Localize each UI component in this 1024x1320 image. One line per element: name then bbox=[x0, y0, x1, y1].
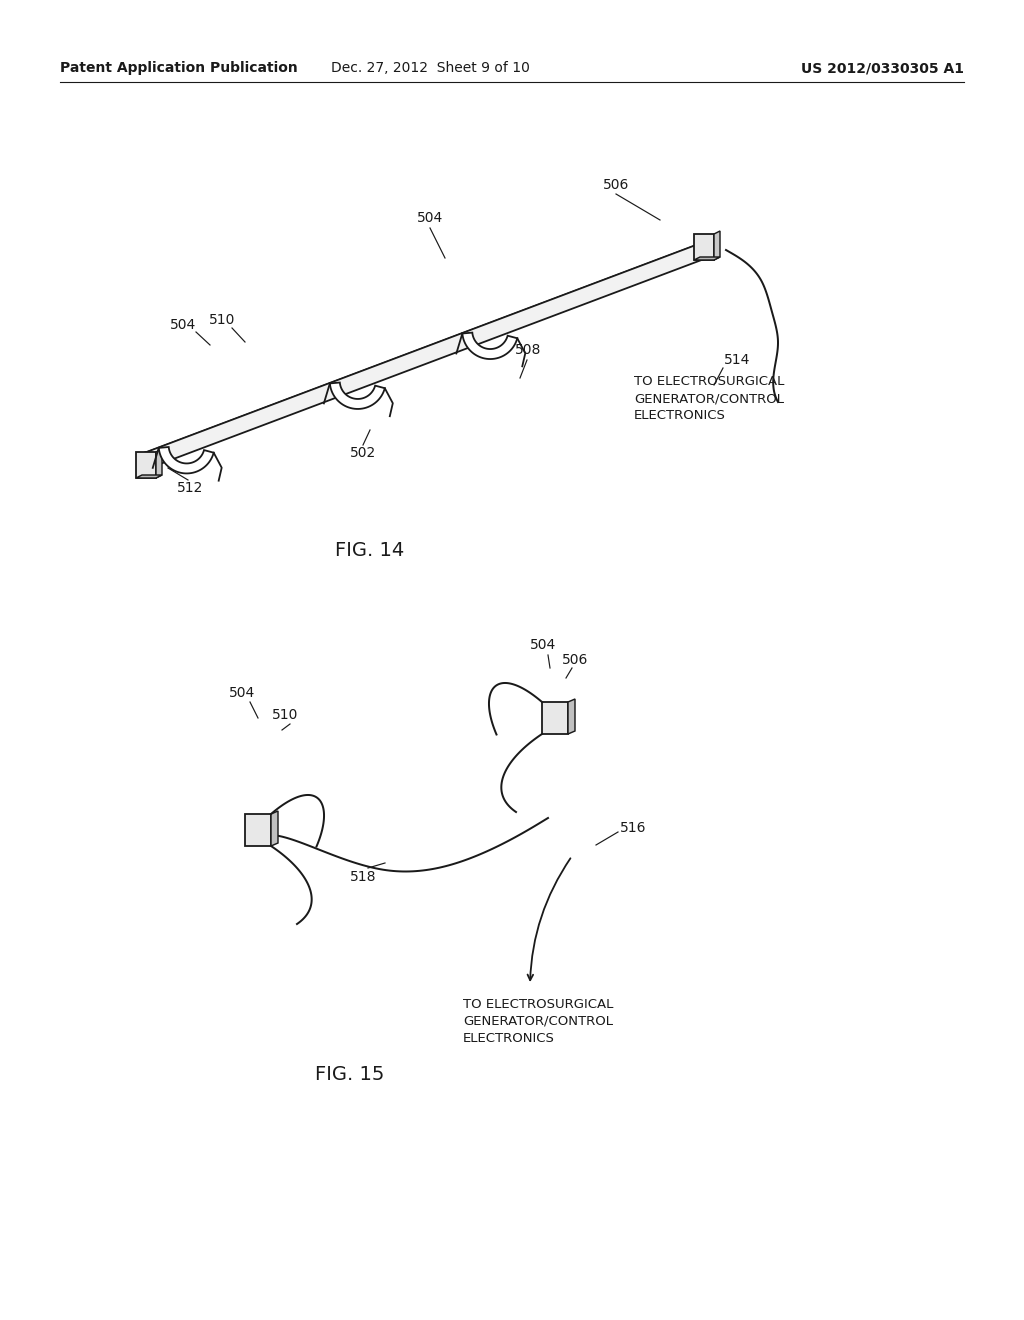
Polygon shape bbox=[694, 257, 720, 260]
Text: 508: 508 bbox=[515, 343, 542, 356]
Polygon shape bbox=[156, 449, 162, 478]
Polygon shape bbox=[136, 451, 156, 478]
Text: 516: 516 bbox=[620, 821, 646, 836]
Polygon shape bbox=[136, 475, 162, 478]
Text: 512: 512 bbox=[177, 480, 203, 495]
Polygon shape bbox=[330, 383, 385, 409]
Text: 504: 504 bbox=[170, 318, 197, 333]
Text: FIG. 14: FIG. 14 bbox=[336, 540, 404, 560]
Text: Dec. 27, 2012  Sheet 9 of 10: Dec. 27, 2012 Sheet 9 of 10 bbox=[331, 61, 529, 75]
Polygon shape bbox=[542, 702, 568, 734]
Polygon shape bbox=[271, 810, 278, 846]
Text: FIG. 15: FIG. 15 bbox=[315, 1065, 385, 1085]
Text: TO ELECTROSURGICAL
GENERATOR/CONTROL
ELECTRONICS: TO ELECTROSURGICAL GENERATOR/CONTROL ELE… bbox=[634, 375, 784, 422]
Text: 510: 510 bbox=[271, 708, 298, 722]
Text: TO ELECTROSURGICAL
GENERATOR/CONTROL
ELECTRONICS: TO ELECTROSURGICAL GENERATOR/CONTROL ELE… bbox=[463, 998, 613, 1045]
Polygon shape bbox=[714, 231, 720, 260]
Text: 518: 518 bbox=[350, 870, 376, 884]
Text: Patent Application Publication: Patent Application Publication bbox=[60, 61, 298, 75]
Text: 514: 514 bbox=[724, 352, 751, 367]
Polygon shape bbox=[145, 244, 702, 467]
Polygon shape bbox=[568, 700, 575, 734]
Polygon shape bbox=[245, 814, 271, 846]
Text: 504: 504 bbox=[229, 686, 255, 700]
Text: US 2012/0330305 A1: US 2012/0330305 A1 bbox=[801, 61, 964, 75]
Text: 504: 504 bbox=[417, 211, 443, 224]
Polygon shape bbox=[463, 333, 517, 359]
Polygon shape bbox=[145, 244, 703, 466]
Text: 510: 510 bbox=[209, 313, 236, 327]
Text: 504: 504 bbox=[529, 638, 556, 652]
Text: 506: 506 bbox=[562, 653, 588, 667]
Text: 502: 502 bbox=[350, 446, 376, 459]
Text: 506: 506 bbox=[603, 178, 629, 191]
Polygon shape bbox=[159, 447, 214, 474]
Polygon shape bbox=[694, 234, 714, 260]
